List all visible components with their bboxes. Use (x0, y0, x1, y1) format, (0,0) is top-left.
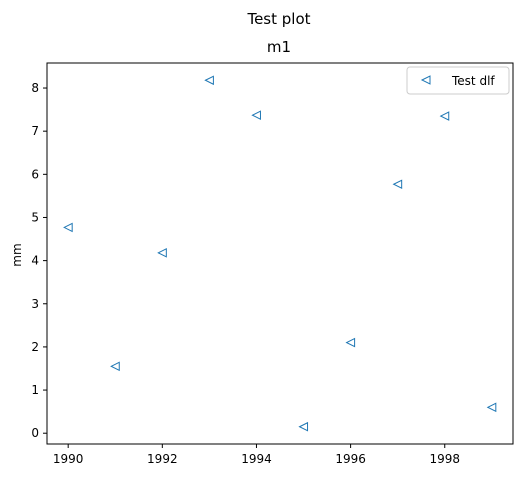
x-tick-label: 1998 (429, 452, 460, 466)
data-point (63, 222, 73, 233)
data-point (486, 402, 497, 413)
y-tick-label: 8 (31, 81, 39, 95)
legend-marker (420, 75, 431, 85)
legend: Test dlf (406, 66, 510, 95)
data-point (251, 110, 261, 121)
y-tick-label: 5 (31, 210, 39, 224)
scatter-points (63, 75, 497, 432)
chart-title: m1 (267, 38, 291, 56)
x-tick-label: 1996 (335, 452, 366, 466)
data-point (392, 179, 403, 190)
x-tick-label: 1992 (147, 452, 178, 466)
x-axis-ticks: 1990 1992 1994 1996 1998 (53, 444, 460, 466)
x-tick-label: 1994 (241, 452, 272, 466)
data-point (110, 361, 120, 372)
y-axis-ticks: 0 1 2 3 4 5 6 7 8 (31, 81, 47, 440)
legend-label: Test dlf (451, 74, 495, 88)
chart-suptitle: Test plot (246, 10, 310, 28)
y-tick-label: 2 (31, 340, 39, 354)
x-tick-label: 1990 (53, 452, 84, 466)
y-tick-label: 0 (31, 426, 39, 440)
y-tick-label: 1 (31, 383, 39, 397)
y-tick-label: 6 (31, 167, 39, 181)
data-point (298, 421, 309, 432)
y-axis-label: mm (10, 243, 24, 266)
y-tick-label: 7 (31, 124, 39, 138)
data-point (204, 75, 214, 86)
data-point (439, 111, 450, 121)
legend-box (406, 66, 510, 95)
y-tick-label: 3 (31, 297, 39, 311)
data-point (157, 248, 167, 258)
y-tick-label: 4 (31, 254, 39, 268)
data-point (345, 337, 356, 348)
plot-frame (46, 62, 514, 445)
